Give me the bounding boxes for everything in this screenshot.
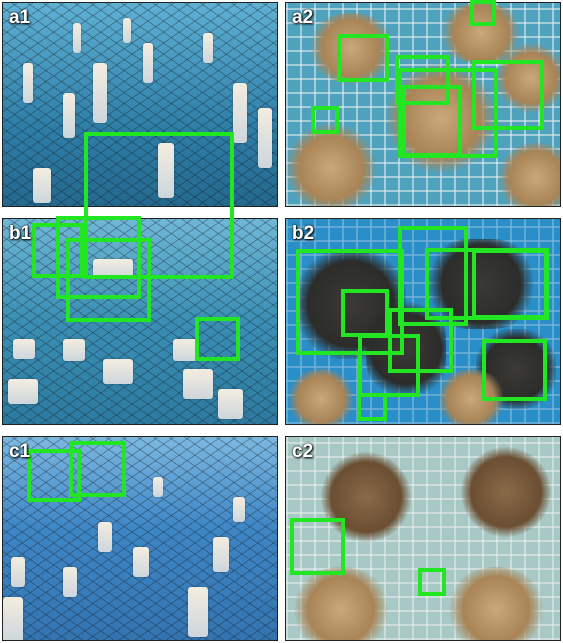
coral-fragment [93,63,107,123]
coral-fragment [63,93,75,138]
panel-label: b2 [292,223,315,244]
coral-colony [291,567,391,640]
coral-fragment [233,83,247,143]
coral-fragment [153,477,163,497]
coral-fragment [173,339,198,361]
coral-fragment [103,359,133,384]
panel-label: c1 [9,441,31,462]
coral-colony [446,567,546,640]
detection-box [472,249,548,319]
panel-a1: a1 [2,2,278,207]
detection-box [395,55,450,105]
nursery-net [3,437,277,640]
coral-fragment [11,557,25,587]
detection-box [66,238,151,322]
coral-fragment [93,259,133,279]
coral-fragment [233,497,245,522]
panel-label: a2 [292,7,314,28]
coral-fragment [98,522,112,552]
detection-box [290,518,345,575]
coral-fragment [158,143,174,198]
coral-fragment [73,23,81,53]
panel-label: b1 [9,223,32,244]
detection-box [388,308,453,373]
detection-box [195,317,240,361]
panel-c2: c2 [285,436,561,641]
coral-colony [496,143,560,206]
coral-fragment [203,33,213,63]
coral-colony [286,369,356,424]
coral-colony [366,299,446,399]
coral-fragment [33,168,51,203]
coral-colony [321,452,411,542]
coral-colony [436,369,506,424]
coral-fragment [63,567,77,597]
detection-box [398,226,468,326]
detection-box [84,132,234,279]
detection-box [341,289,389,337]
detection-box [470,0,496,26]
detection-box [357,393,387,421]
coral-fragment [143,43,153,83]
coral-colony [306,13,396,83]
panel-c1: c1 [2,436,278,641]
detection-box [337,34,389,82]
coral-fragment [218,389,243,419]
coral-fragment [23,63,33,103]
coral-fragment [258,108,272,168]
detection-box [296,249,404,355]
detection-box [402,85,462,157]
coral-colony [426,239,536,329]
detection-box [311,106,339,134]
detection-box [27,449,81,502]
coral-fragment [123,18,131,43]
panel-label: c2 [292,441,314,462]
detection-box [472,60,544,130]
coral-fragment [183,369,213,399]
coral-fragment [63,339,85,361]
coral-fragment [188,587,208,637]
detection-box [56,216,141,299]
detection-box [69,441,126,497]
coral-fragment [133,547,149,577]
panel-label: a1 [9,7,31,28]
coral-fragment [3,597,23,640]
detection-box [358,334,420,397]
coral-fragment [13,339,35,359]
coral-fragment [8,379,38,404]
detection-box [418,568,446,596]
coral-colony [461,447,551,537]
detection-box [482,339,547,401]
panel-b2: b2 [285,218,561,425]
coral-fragment [213,537,229,572]
coral-colony [496,43,560,113]
coral-colony [286,123,376,206]
